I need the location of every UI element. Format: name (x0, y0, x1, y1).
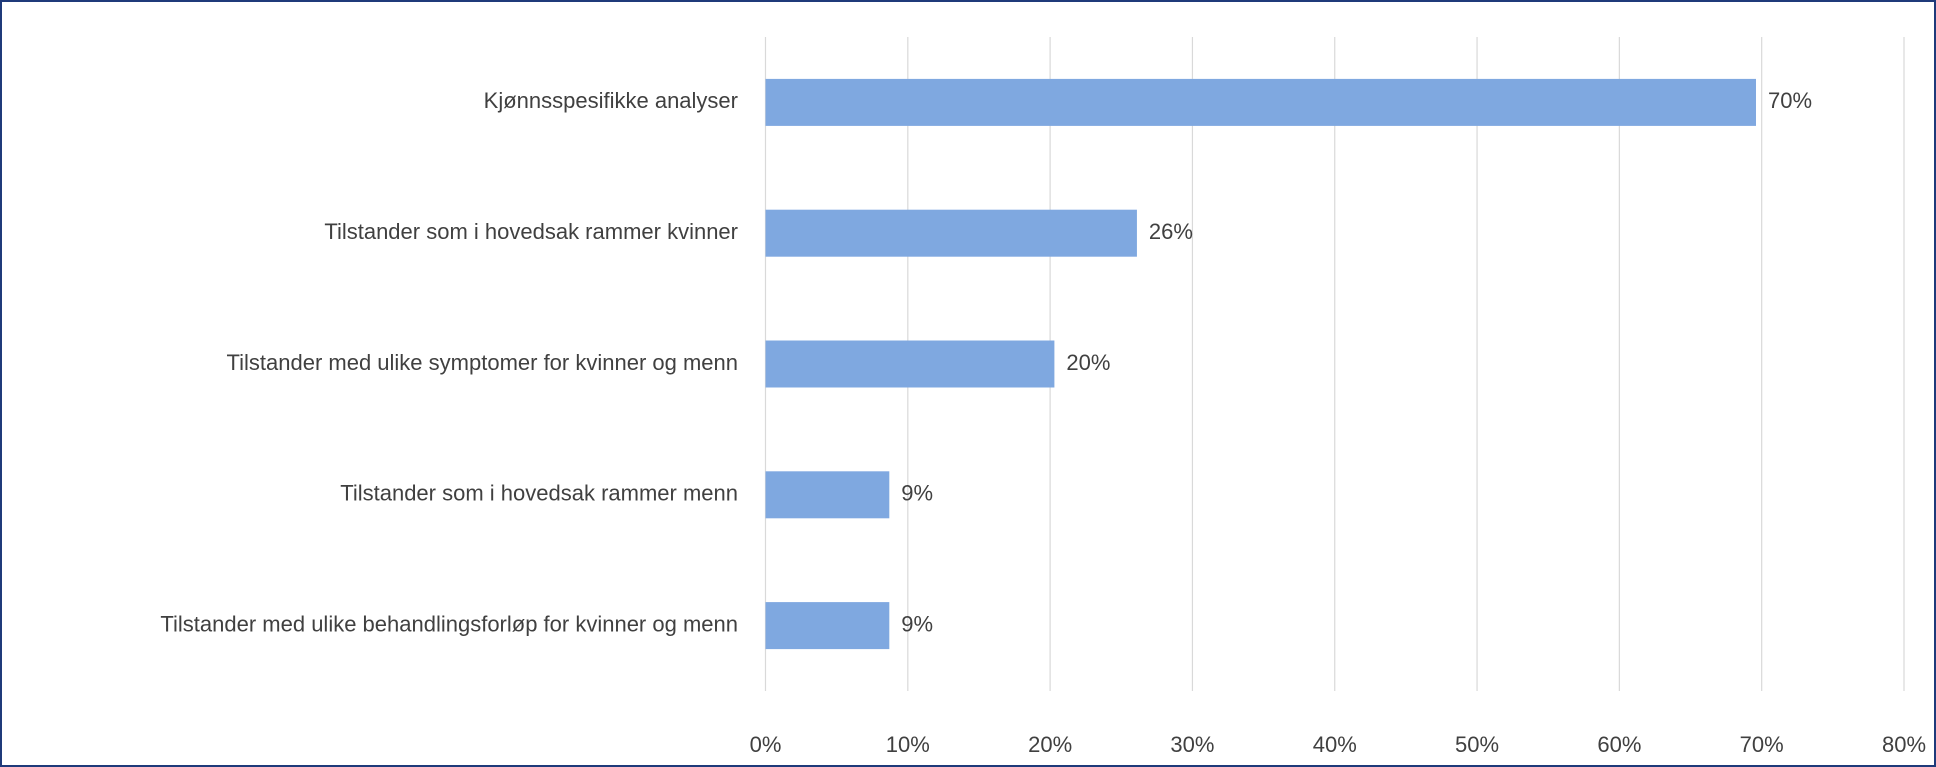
x-tick-label: 40% (1313, 732, 1357, 757)
data-label: 9% (901, 481, 933, 506)
y-tick-label: Tilstander som i hovedsak rammer menn (340, 481, 738, 506)
data-label: 26% (1149, 219, 1193, 244)
data-label: 20% (1066, 350, 1110, 375)
x-tick-label: 80% (1882, 732, 1926, 757)
y-tick-label: Tilstander med ulike symptomer for kvinn… (227, 350, 739, 375)
x-tick-label: 60% (1597, 732, 1641, 757)
bar (765, 209, 1137, 257)
x-tick-label: 70% (1740, 732, 1784, 757)
x-tick-label: 0% (750, 732, 782, 757)
data-label: 70% (1768, 88, 1812, 113)
y-tick-label: Tilstander som i hovedsak rammer kvinner (324, 219, 738, 244)
y-tick-label: Kjønnsspesifikke analyser (484, 88, 738, 113)
x-tick-label: 20% (1028, 732, 1072, 757)
data-label: 9% (901, 611, 933, 636)
bar (765, 340, 1055, 388)
x-tick-label: 10% (886, 732, 930, 757)
x-tick-label: 50% (1455, 732, 1499, 757)
bar (765, 78, 1756, 126)
bar (765, 602, 890, 650)
bar (765, 471, 890, 519)
y-tick-label: Tilstander med ulike behandlingsforløp f… (160, 611, 738, 636)
x-tick-label: 30% (1170, 732, 1214, 757)
